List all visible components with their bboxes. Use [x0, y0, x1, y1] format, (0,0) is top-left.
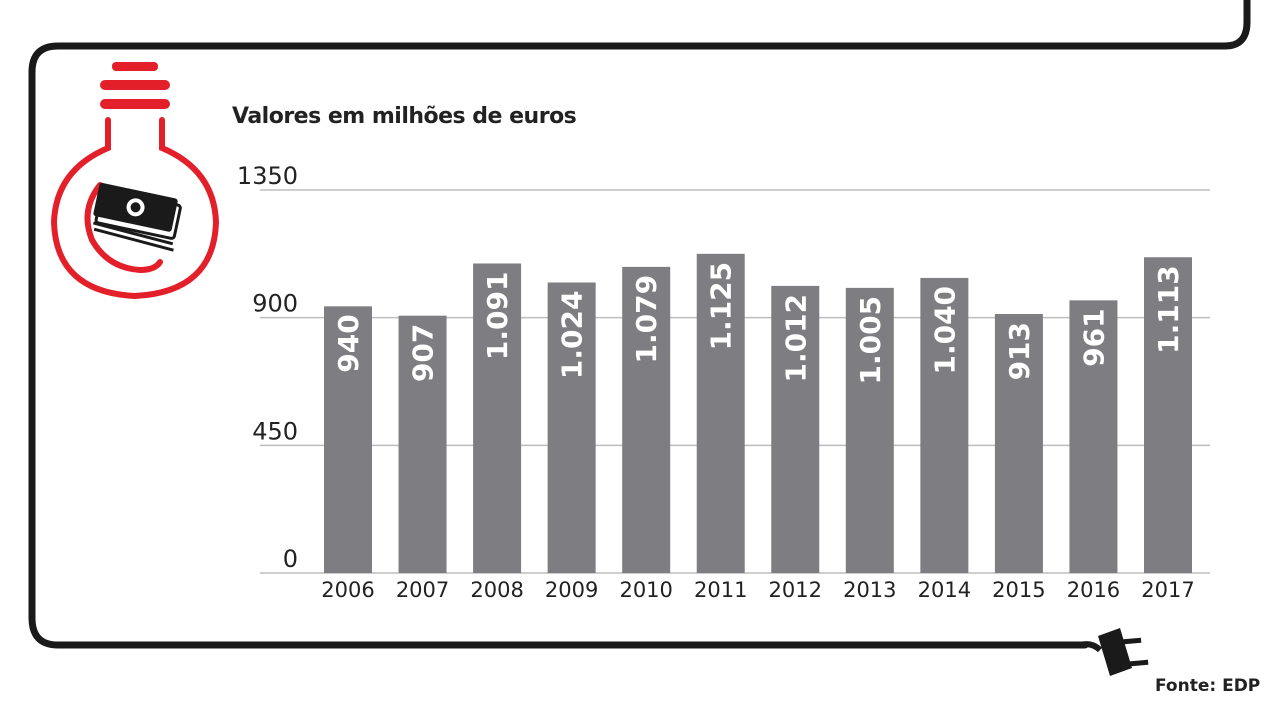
x-tick-label: 2012: [769, 578, 822, 602]
bar-value-label: 1.091: [481, 271, 514, 360]
y-tick-label: 900: [252, 290, 298, 318]
chart-subtitle: Valores em milhões de euros: [232, 104, 577, 129]
y-tick-label: 1350: [237, 162, 298, 190]
x-tick-label: 2006: [321, 578, 374, 602]
bar: [473, 263, 522, 573]
bar: [845, 287, 894, 573]
x-tick-label: 2017: [1141, 578, 1194, 602]
y-axis-ticks: 0 450 900 1350: [237, 162, 298, 573]
bar: [324, 306, 372, 573]
bar: [994, 313, 1043, 573]
x-tick-label: 2015: [992, 578, 1045, 602]
bar: [1069, 300, 1118, 573]
frame-top: [1221, 0, 1251, 50]
x-tick-label: 2014: [918, 578, 971, 602]
x-tick-label: 2016: [1067, 578, 1120, 602]
bar-value-label: 1.024: [556, 290, 589, 379]
bar-value-label: 913: [1003, 322, 1036, 380]
y-tick-label: 0: [283, 545, 298, 573]
x-tick-label: 2011: [694, 578, 747, 602]
bar: [622, 266, 671, 573]
plug-icon: [1079, 628, 1149, 676]
y-tick-label: 450: [252, 417, 298, 445]
bar: [398, 315, 447, 573]
bars: 940 907 1.091 1.024 1.079 1.125 1.012 1.005 1.04…: [324, 253, 1192, 574]
bar-value-label: 907: [407, 324, 440, 382]
bar: [771, 285, 820, 573]
bar-value-label: 961: [1077, 308, 1110, 366]
bar-value-label: 1.040: [928, 286, 961, 375]
x-tick-label: 2010: [619, 578, 672, 602]
x-tick-label: 2008: [470, 578, 523, 602]
bar-value-label: 1.125: [705, 262, 738, 351]
bar-value-label: 940: [332, 314, 365, 372]
bar: [1144, 257, 1192, 573]
source-note: Fonte: EDP: [1155, 676, 1261, 696]
x-tick-label: 2009: [545, 578, 598, 602]
money-icon: [93, 182, 182, 252]
bar-value-label: 1.012: [779, 294, 812, 383]
x-tick-label: 2007: [396, 578, 449, 602]
bar: [547, 282, 596, 573]
x-axis-ticks: 2006 2007 2008 2009 2010 2011 2012 2013 2014 2015…: [321, 578, 1194, 602]
bar: [920, 277, 969, 573]
light-bulb-icon: [50, 62, 220, 300]
bar-value-label: 1.113: [1152, 265, 1185, 354]
bar-value-label: 1.079: [630, 275, 663, 364]
bar: [696, 253, 745, 574]
x-tick-label: 2013: [843, 578, 896, 602]
frame: [28, 42, 1229, 649]
bar-value-label: 1.005: [854, 296, 887, 385]
